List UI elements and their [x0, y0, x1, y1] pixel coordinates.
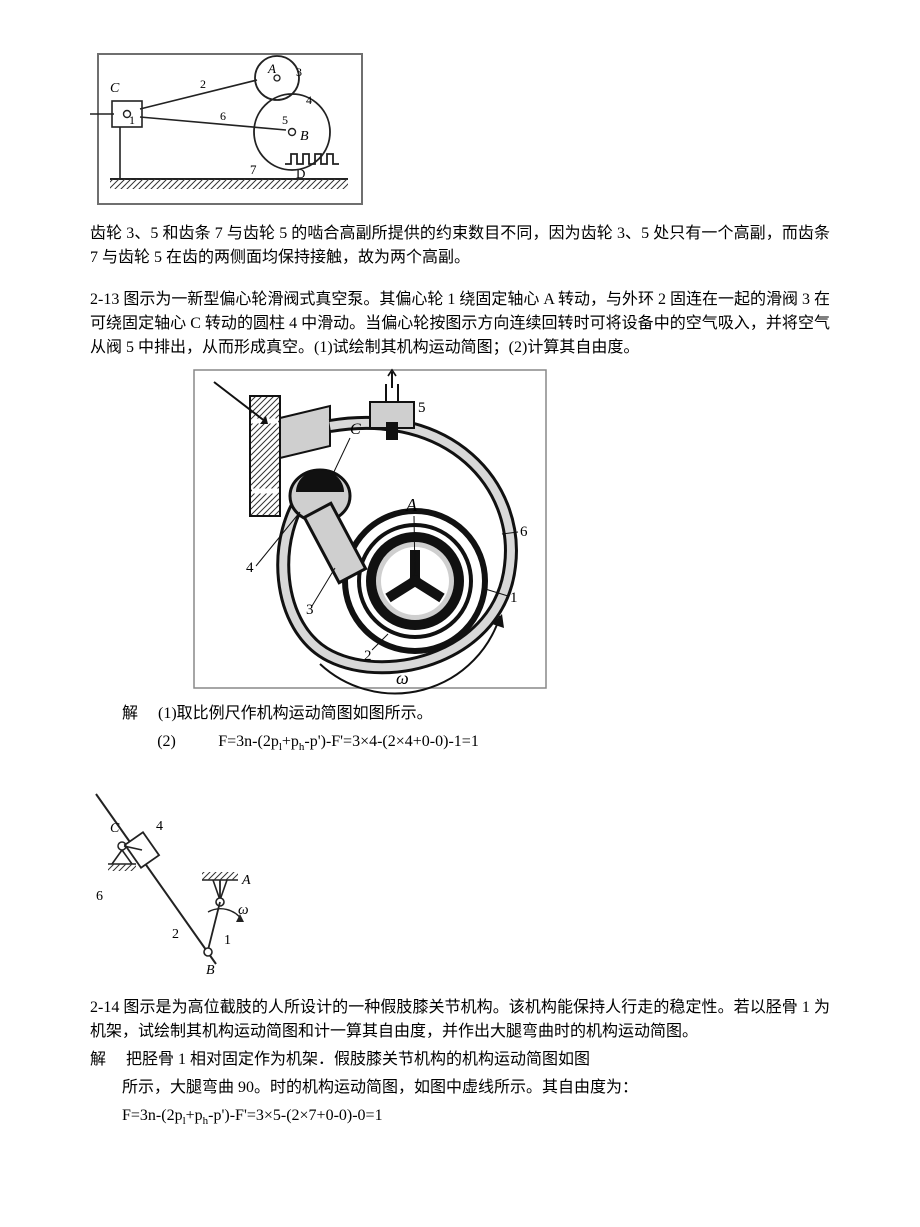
solution-2: 解 把胫骨 1 相对固定作为机架．假肢膝关节机构的机构运动简图如图 — [90, 1048, 830, 1072]
solution-1: 解 (1)取比例尺作机构运动简图如图所示。 — [90, 702, 830, 726]
label-omega: ω — [396, 668, 409, 688]
sol1-mid: +p — [282, 733, 299, 750]
solution-2c: F=3n-(2pl+ph-p')-F'=3×5-(2×7+0-0)-0=1 — [90, 1104, 830, 1130]
figure-2: A 5 C 4 3 1 2 6 ω — [190, 366, 830, 696]
label-omega3: ω — [238, 902, 249, 918]
label-1b: 1 — [510, 590, 518, 606]
label-5: 5 — [282, 113, 288, 127]
sol1-2a: (2) — [157, 733, 176, 750]
paragraph-2: 2-13 图示为一新型偏心轮滑阀式真空泵。其偏心轮 1 绕固定轴心 A 转动，与… — [90, 288, 830, 360]
label-4b: 4 — [246, 560, 254, 576]
label-4: 4 — [306, 93, 312, 107]
sol2-mid: +p — [186, 1107, 203, 1124]
label-B3: B — [206, 963, 215, 978]
label-A3: A — [241, 873, 251, 888]
label-6c: 6 — [96, 889, 103, 904]
label-C3: C — [110, 821, 120, 836]
sol2-line1: 把胫骨 1 相对固定作为机架．假肢膝关节机构的机构运动简图如图 — [126, 1051, 590, 1068]
sol2-3b: -p')-F'=3×5-(2×7+0-0)-0=1 — [208, 1107, 382, 1124]
label-7: 7 — [250, 162, 257, 177]
label-5b: 5 — [418, 400, 426, 416]
label-6b: 6 — [520, 524, 528, 540]
label-C: C — [110, 81, 120, 96]
label-3: 3 — [296, 65, 302, 79]
figure-1: D 7 C 1 B 5 4 A 3 2 6 — [90, 46, 830, 216]
label-A2: A — [405, 495, 418, 515]
sol2-3a: F=3n-(2p — [122, 1107, 183, 1124]
sol1-2b: F=3n-(2p — [218, 733, 279, 750]
label-6: 6 — [220, 109, 226, 123]
solution-1b: (2) F=3n-(2pl+ph-p')-F'=3×4-(2×4+0-0)-1=… — [90, 730, 830, 756]
label-2: 2 — [200, 77, 206, 91]
label-4c: 4 — [156, 819, 163, 834]
label-C2: C — [350, 421, 361, 438]
label-1c: 1 — [224, 933, 231, 948]
paragraph-3: 2-14 图示是为高位截肢的人所设计的一种假肢膝关节机构。该机构能保持人行走的稳… — [90, 996, 830, 1044]
sol1-label: 解 — [122, 705, 138, 722]
solution-2b: 所示，大腿弯曲 90。时的机构运动简图，如图中虚线所示。其自由度为： — [90, 1076, 830, 1100]
label-2b: 2 — [364, 648, 372, 664]
paragraph-1: 齿轮 3、5 和齿条 7 与齿轮 5 的啮合高副所提供的约束数目不同，因为齿轮 … — [90, 222, 830, 270]
label-B: B — [300, 129, 309, 144]
sol1-line1: (1)取比例尺作机构运动简图如图所示。 — [158, 705, 433, 722]
label-3b: 3 — [306, 602, 314, 618]
label-A: A — [267, 61, 276, 76]
sol1-2c: -p')-F'=3×4-(2×4+0-0)-1=1 — [304, 733, 478, 750]
sol2-label: 解 — [90, 1051, 106, 1068]
figure-3: 6 C 4 2 A 1 B ω — [90, 780, 830, 990]
label-1: 1 — [129, 113, 135, 127]
label-2c: 2 — [172, 927, 179, 942]
